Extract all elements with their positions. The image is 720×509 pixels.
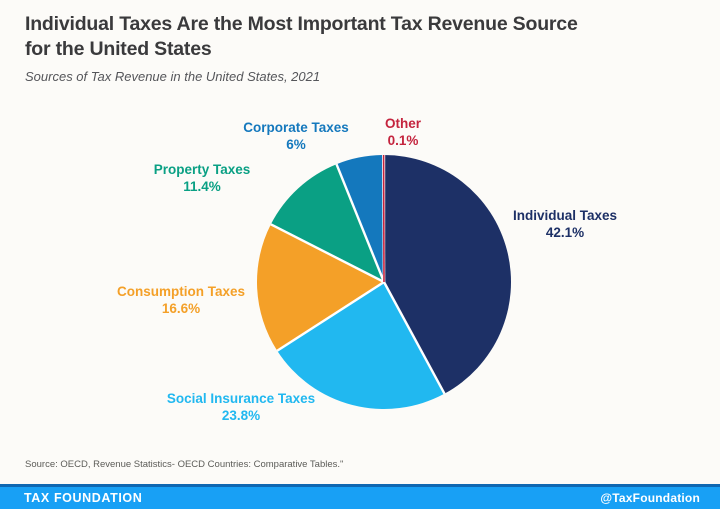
brand-name: TAX FOUNDATION <box>24 491 143 505</box>
chart-subtitle: Sources of Tax Revenue in the United Sta… <box>25 69 321 84</box>
twitter-handle: @TaxFoundation <box>600 491 700 505</box>
slice-separator <box>270 223 385 284</box>
footer-bar: TAX FOUNDATION @TaxFoundation <box>0 484 720 509</box>
chart-header: Individual Taxes Are the Most Important … <box>25 12 685 84</box>
chart-title: Individual Taxes Are the Most Important … <box>25 12 685 62</box>
source-note: Source: OECD, Revenue Statistics- OECD C… <box>25 459 344 470</box>
slice-separator <box>382 281 446 395</box>
chart-title-line-1: Individual Taxes Are the Most Important … <box>25 13 578 35</box>
slice-separator <box>335 163 386 283</box>
slice-separator <box>276 280 385 352</box>
pie-slice-social-insurance-taxes <box>277 282 445 409</box>
pie-slice-individual-taxes <box>384 155 511 394</box>
chart-title-line-2: for the United States <box>25 38 212 60</box>
pie-slice-property-taxes <box>270 164 384 282</box>
pie-slice-consumption-taxes <box>257 224 384 351</box>
